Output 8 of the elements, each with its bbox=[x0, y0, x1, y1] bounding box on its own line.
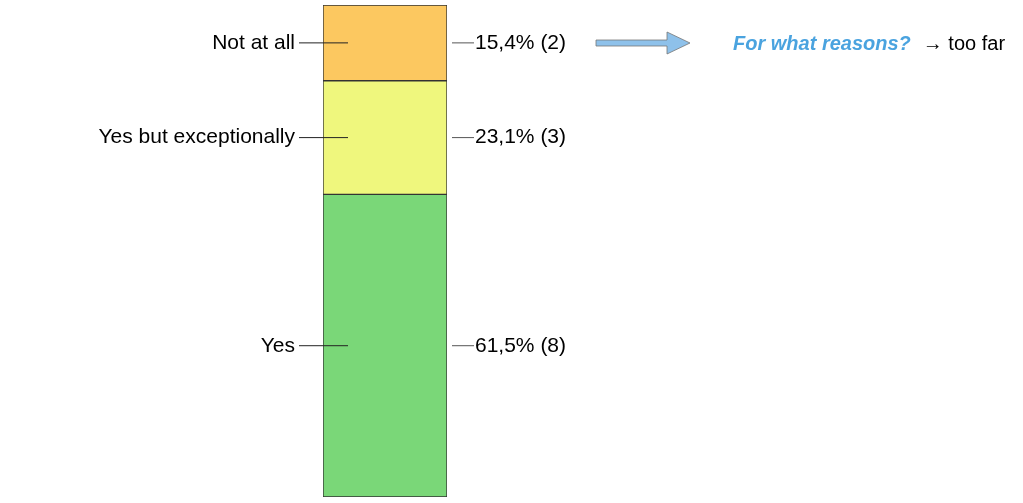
text: For what reasons? bbox=[733, 31, 911, 55]
text: → too far bbox=[922, 31, 1006, 55]
series-label: Not at all bbox=[212, 29, 295, 53]
data-label: 23,1% (3) bbox=[475, 124, 567, 148]
series-label: Yes but exceptionally bbox=[98, 124, 296, 148]
data-label: 15,4% (2) bbox=[475, 29, 567, 53]
data-label: 61,5% (8) bbox=[475, 332, 567, 356]
series-label: Yes bbox=[260, 332, 295, 356]
